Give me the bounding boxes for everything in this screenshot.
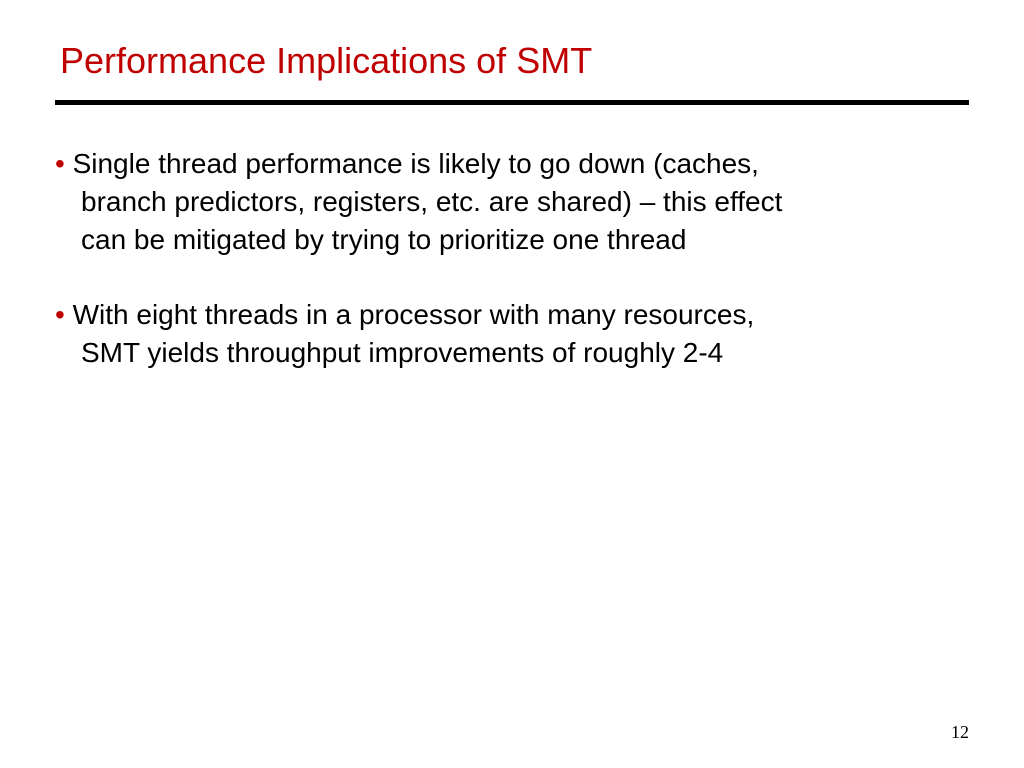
bullet-marker: • — [55, 299, 65, 330]
bullet-text-line: Single thread performance is likely to g… — [65, 148, 759, 179]
page-number: 12 — [951, 722, 969, 743]
bullet-text-line: SMT yields throughput improvements of ro… — [55, 334, 969, 372]
bullet-marker: • — [55, 148, 65, 179]
bullet-item: • With eight threads in a processor with… — [55, 296, 969, 372]
slide-container: Performance Implications of SMT • Single… — [0, 0, 1024, 768]
bullet-text-line: branch predictors, registers, etc. are s… — [55, 183, 969, 221]
title-underline — [55, 100, 969, 105]
slide-title: Performance Implications of SMT — [55, 40, 969, 82]
bullet-item: • Single thread performance is likely to… — [55, 145, 969, 258]
bullet-text-line: can be mitigated by trying to prioritize… — [55, 221, 969, 259]
bullet-text-line: With eight threads in a processor with m… — [65, 299, 754, 330]
content-area: • Single thread performance is likely to… — [55, 145, 969, 372]
